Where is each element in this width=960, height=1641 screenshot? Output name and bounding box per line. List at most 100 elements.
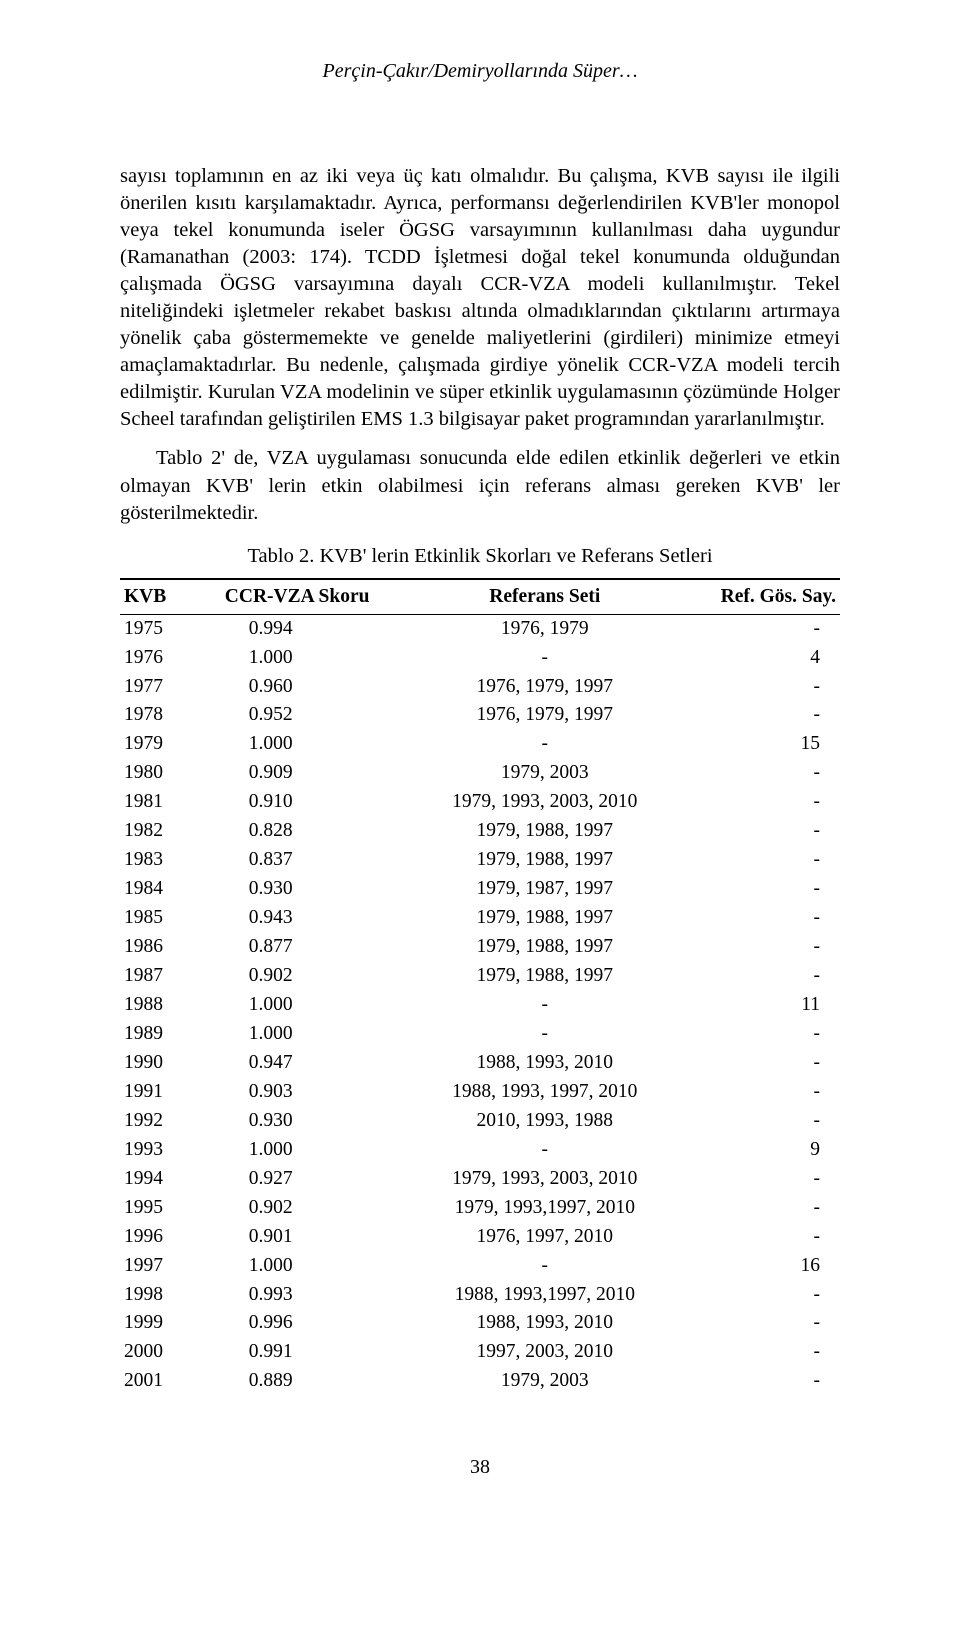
table-row: 19810.9101979, 1993, 2003, 2010- [120,788,840,817]
efficiency-table: KVB CCR-VZA Skoru Referans Seti Ref. Gös… [120,578,840,1397]
table-row: 20010.8891979, 2003- [120,1367,840,1396]
cell-refs: 1979, 1988, 1997 [379,962,710,991]
body-paragraph-1: sayısı toplamının en az iki veya üç katı… [120,163,840,433]
cell-score: 0.947 [221,1049,379,1078]
cell-kvb: 1981 [120,788,221,817]
cell-count: - [710,1049,840,1078]
table-row: 19780.9521976, 1979, 1997- [120,701,840,730]
cell-refs: 1979, 2003 [379,1367,710,1396]
table-row: 19950.9021979, 1993,1997, 2010- [120,1194,840,1223]
cell-kvb: 1992 [120,1107,221,1136]
cell-count: - [710,614,840,643]
cell-count: - [710,1194,840,1223]
cell-kvb: 1993 [120,1136,221,1165]
table-row: 19850.9431979, 1988, 1997- [120,904,840,933]
cell-kvb: 1980 [120,759,221,788]
cell-score: 0.991 [221,1338,379,1367]
table-row: 19800.9091979, 2003- [120,759,840,788]
table-row: 19960.9011976, 1997, 2010- [120,1223,840,1252]
cell-refs: - [379,1252,710,1281]
cell-count: - [710,846,840,875]
cell-score: 0.930 [221,1107,379,1136]
cell-score: 1.000 [221,644,379,673]
cell-score: 0.952 [221,701,379,730]
table-row: 20000.9911997, 2003, 2010- [120,1338,840,1367]
cell-kvb: 1994 [120,1165,221,1194]
cell-kvb: 1999 [120,1309,221,1338]
cell-refs: 1988, 1993, 1997, 2010 [379,1078,710,1107]
cell-kvb: 1975 [120,614,221,643]
cell-refs: 1976, 1979, 1997 [379,701,710,730]
cell-score: 0.837 [221,846,379,875]
cell-count: - [710,1165,840,1194]
cell-count: - [710,904,840,933]
cell-kvb: 1978 [120,701,221,730]
running-head: Perçin-Çakır/Demiryollarında Süper… [120,60,840,83]
cell-refs: 1979, 1993,1997, 2010 [379,1194,710,1223]
col-header-refs: Referans Seti [379,579,710,615]
cell-score: 0.877 [221,933,379,962]
cell-kvb: 1989 [120,1020,221,1049]
table-row: 19881.000-11 [120,991,840,1020]
cell-score: 1.000 [221,1020,379,1049]
table-row: 19980.9931988, 1993,1997, 2010- [120,1281,840,1310]
cell-kvb: 1987 [120,962,221,991]
table-row: 19910.9031988, 1993, 1997, 2010- [120,1078,840,1107]
table-row: 19830.8371979, 1988, 1997- [120,846,840,875]
table-row: 19750.9941976, 1979- [120,614,840,643]
cell-count: 15 [710,730,840,759]
cell-count: - [710,701,840,730]
cell-refs: 1979, 1988, 1997 [379,846,710,875]
col-header-count: Ref. Gös. Say. [710,579,840,615]
cell-refs: 1976, 1997, 2010 [379,1223,710,1252]
cell-score: 1.000 [221,730,379,759]
cell-count: 11 [710,991,840,1020]
col-header-kvb: KVB [120,579,221,615]
cell-score: 0.993 [221,1281,379,1310]
cell-refs: - [379,991,710,1020]
cell-kvb: 1983 [120,846,221,875]
cell-kvb: 2001 [120,1367,221,1396]
cell-kvb: 2000 [120,1338,221,1367]
cell-kvb: 1988 [120,991,221,1020]
cell-count: - [710,788,840,817]
cell-refs: 1997, 2003, 2010 [379,1338,710,1367]
table-header-row: KVB CCR-VZA Skoru Referans Seti Ref. Gös… [120,579,840,615]
cell-score: 0.930 [221,875,379,904]
cell-refs: 1979, 1988, 1997 [379,904,710,933]
page-number: 38 [120,1456,840,1479]
cell-count: - [710,1338,840,1367]
table-body: 19750.9941976, 1979-19761.000-419770.960… [120,614,840,1396]
cell-refs: - [379,730,710,759]
table-row: 19990.9961988, 1993, 2010- [120,1309,840,1338]
table-row: 19840.9301979, 1987, 1997- [120,875,840,904]
table-row: 19971.000-16 [120,1252,840,1281]
cell-score: 0.828 [221,817,379,846]
cell-score: 0.909 [221,759,379,788]
cell-count: - [710,933,840,962]
cell-count: - [710,962,840,991]
cell-score: 1.000 [221,1136,379,1165]
cell-kvb: 1982 [120,817,221,846]
cell-score: 0.960 [221,673,379,702]
cell-refs: 1988, 1993, 2010 [379,1049,710,1078]
cell-score: 0.996 [221,1309,379,1338]
cell-count: - [710,1020,840,1049]
cell-score: 0.902 [221,962,379,991]
cell-refs: 1979, 1988, 1997 [379,817,710,846]
cell-kvb: 1990 [120,1049,221,1078]
table-row: 19920.9302010, 1993, 1988- [120,1107,840,1136]
table-row: 19761.000-4 [120,644,840,673]
cell-refs: 1979, 1993, 2003, 2010 [379,1165,710,1194]
cell-kvb: 1995 [120,1194,221,1223]
cell-refs: 1979, 1993, 2003, 2010 [379,788,710,817]
cell-kvb: 1984 [120,875,221,904]
cell-score: 1.000 [221,991,379,1020]
cell-score: 0.943 [221,904,379,933]
cell-kvb: 1997 [120,1252,221,1281]
cell-count: - [710,1367,840,1396]
cell-score: 0.994 [221,614,379,643]
cell-score: 0.902 [221,1194,379,1223]
cell-refs: 1979, 1987, 1997 [379,875,710,904]
cell-kvb: 1991 [120,1078,221,1107]
